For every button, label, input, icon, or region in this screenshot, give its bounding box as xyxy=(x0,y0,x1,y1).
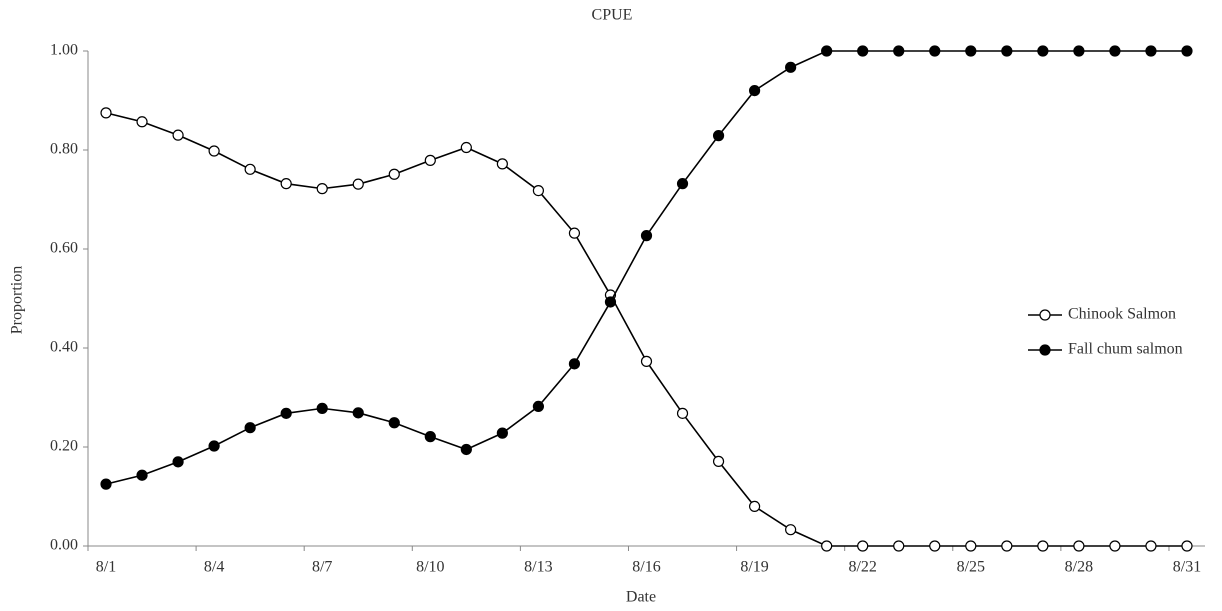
data-point xyxy=(748,84,761,97)
x-tick-label: 8/19 xyxy=(740,559,768,576)
data-point xyxy=(1073,540,1085,552)
data-point xyxy=(460,443,472,456)
x-tick-label: 8/10 xyxy=(416,559,444,576)
data-point xyxy=(893,45,905,57)
data-point xyxy=(352,178,364,190)
data-point xyxy=(857,45,869,57)
y-tick-label: 0.20 xyxy=(50,438,78,455)
x-tick-label: 8/22 xyxy=(848,559,876,576)
data-point xyxy=(1181,540,1193,552)
data-point xyxy=(712,130,725,142)
data-point xyxy=(640,230,653,242)
data-point xyxy=(929,45,941,57)
data-point xyxy=(712,455,725,467)
data-point xyxy=(1181,45,1193,57)
data-point xyxy=(821,45,833,57)
data-point xyxy=(424,431,436,443)
data-point xyxy=(244,163,256,175)
x-tick-label: 8/25 xyxy=(957,559,985,576)
data-point xyxy=(857,540,869,552)
data-point xyxy=(568,227,581,239)
data-point xyxy=(460,141,472,154)
data-point xyxy=(100,478,112,490)
y-axis-label: Proportion xyxy=(9,266,26,334)
data-point xyxy=(929,540,941,552)
data-point xyxy=(1037,45,1049,57)
data-point xyxy=(208,440,220,452)
data-point xyxy=(640,355,653,367)
data-point xyxy=(1001,540,1013,552)
data-point xyxy=(280,178,292,190)
data-point xyxy=(1073,45,1085,57)
data-point xyxy=(965,45,977,57)
data-point xyxy=(1109,540,1121,552)
data-point xyxy=(316,402,328,414)
y-tick-label: 0.80 xyxy=(50,141,78,158)
data-point xyxy=(821,540,833,552)
data-point xyxy=(1145,540,1157,552)
legend-label: Chinook Salmon xyxy=(1068,306,1176,323)
data-point xyxy=(1037,540,1049,552)
x-axis-label: Date xyxy=(626,589,656,606)
x-tick-label: 8/4 xyxy=(204,559,224,576)
data-point xyxy=(893,540,905,552)
y-tick-label: 0.00 xyxy=(50,537,78,554)
data-point xyxy=(676,407,689,419)
legend-label: Fall chum salmon xyxy=(1068,341,1183,358)
data-point xyxy=(532,184,545,197)
data-point xyxy=(208,145,220,157)
x-tick-label: 8/16 xyxy=(632,559,660,576)
data-point xyxy=(748,500,761,512)
data-point xyxy=(965,540,977,552)
data-point xyxy=(388,417,400,429)
data-point xyxy=(604,296,617,308)
data-point xyxy=(676,178,689,190)
chart-title: CPUE xyxy=(592,7,633,24)
data-point xyxy=(100,107,112,119)
x-tick-label: 8/7 xyxy=(312,559,332,576)
data-point xyxy=(568,358,581,370)
data-point xyxy=(172,456,184,468)
x-tick-label: 8/28 xyxy=(1065,559,1093,576)
y-tick-label: 0.40 xyxy=(50,339,78,356)
data-point xyxy=(352,407,364,419)
legend-marker xyxy=(1039,344,1051,356)
data-point xyxy=(244,422,256,434)
data-point xyxy=(1109,45,1121,57)
data-point xyxy=(172,129,184,141)
data-point xyxy=(316,183,328,195)
series-line xyxy=(105,112,1187,547)
x-tick-label: 8/31 xyxy=(1173,559,1201,576)
data-point xyxy=(532,400,545,413)
data-point xyxy=(785,524,797,536)
data-point xyxy=(388,168,400,180)
data-point xyxy=(496,158,508,170)
series-line xyxy=(105,50,1187,485)
data-point xyxy=(1001,45,1013,57)
data-point xyxy=(136,469,148,481)
x-tick-label: 8/13 xyxy=(524,559,552,576)
data-point xyxy=(496,427,508,439)
y-tick-label: 1.00 xyxy=(50,42,78,59)
x-tick-label: 8/1 xyxy=(96,559,116,576)
legend-marker xyxy=(1039,309,1051,321)
data-point xyxy=(424,154,436,166)
data-point xyxy=(280,407,292,419)
data-point xyxy=(1145,45,1157,57)
data-point xyxy=(785,61,797,73)
y-tick-label: 0.60 xyxy=(50,240,78,257)
data-point xyxy=(136,116,148,128)
